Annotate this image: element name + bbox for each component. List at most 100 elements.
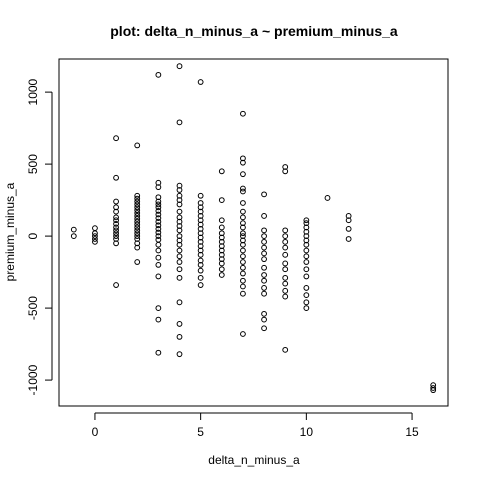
data-point xyxy=(240,200,246,206)
x-tick-label: 0 xyxy=(92,425,99,439)
data-point xyxy=(261,310,267,317)
data-point xyxy=(261,191,267,198)
data-point xyxy=(155,215,162,222)
data-point xyxy=(282,274,289,281)
data-point xyxy=(134,233,141,239)
data-point xyxy=(197,282,204,288)
data-point xyxy=(240,171,246,178)
data-point xyxy=(303,285,310,291)
data-point xyxy=(134,230,141,237)
data-point xyxy=(134,224,141,231)
data-point xyxy=(176,208,183,215)
data-point xyxy=(134,204,141,211)
data-point xyxy=(345,217,352,224)
data-point xyxy=(282,244,289,251)
data-point xyxy=(155,261,162,268)
data-point xyxy=(303,266,310,273)
data-point xyxy=(155,211,162,218)
data-point xyxy=(155,247,162,254)
y-tick-label: -1000 xyxy=(26,364,40,395)
y-tick-label: 1000 xyxy=(26,78,40,105)
data-point xyxy=(240,283,246,290)
data-point xyxy=(70,233,77,239)
data-point xyxy=(303,241,310,248)
data-point xyxy=(92,225,98,232)
data-point xyxy=(197,192,204,199)
data-point xyxy=(176,333,183,340)
data-point xyxy=(113,208,119,215)
x-axis: 0 5 10 15 xyxy=(92,412,419,439)
data-point xyxy=(282,251,289,258)
data-point xyxy=(197,251,204,258)
data-point xyxy=(303,217,310,224)
data-point xyxy=(218,224,225,231)
data-point xyxy=(240,230,246,237)
data-point xyxy=(134,221,141,228)
data-point xyxy=(134,192,141,199)
data-point xyxy=(303,253,310,260)
data-point xyxy=(134,195,141,202)
data-point xyxy=(261,233,267,239)
data-point xyxy=(282,280,289,287)
data-point xyxy=(176,247,183,254)
data-point xyxy=(261,316,267,323)
data-point xyxy=(261,285,267,291)
data-point xyxy=(176,63,183,70)
data-point xyxy=(430,387,437,394)
data-point xyxy=(240,259,246,265)
data-point xyxy=(70,226,77,233)
data-point xyxy=(155,254,162,261)
data-point xyxy=(261,325,267,332)
data-point xyxy=(113,135,119,142)
data-point xyxy=(240,247,246,254)
data-point xyxy=(176,227,183,234)
data-point xyxy=(261,244,267,251)
x-tick-label: 10 xyxy=(300,425,314,439)
data-point xyxy=(240,241,246,248)
data-point xyxy=(134,227,141,234)
data-point xyxy=(282,266,289,273)
data-point xyxy=(240,185,246,192)
data-point xyxy=(303,305,310,311)
data-point xyxy=(134,198,141,205)
data-point xyxy=(261,277,267,284)
data-point xyxy=(240,277,246,284)
data-point xyxy=(155,233,162,239)
data-point xyxy=(113,240,119,247)
data-point xyxy=(134,142,141,149)
data-point xyxy=(303,273,310,280)
data-point xyxy=(113,282,119,288)
data-point xyxy=(218,168,225,175)
data-point xyxy=(240,264,246,271)
data-point xyxy=(303,299,310,306)
plot-frame xyxy=(58,58,449,407)
data-point xyxy=(197,79,204,85)
data-point xyxy=(92,230,98,237)
y-tick-label: 500 xyxy=(26,154,40,174)
data-point xyxy=(155,184,162,191)
data-point xyxy=(113,224,119,231)
data-point xyxy=(240,214,246,221)
y-tick-label: 0 xyxy=(26,232,40,239)
data-point xyxy=(113,174,119,181)
data-point xyxy=(176,201,183,208)
data-point xyxy=(303,259,310,265)
data-point xyxy=(240,253,246,260)
data-point xyxy=(134,244,141,251)
data-point xyxy=(155,222,162,229)
data-point xyxy=(282,238,289,245)
data-point xyxy=(303,292,310,299)
data-point xyxy=(176,274,183,281)
data-point xyxy=(261,250,267,257)
data-point xyxy=(197,267,204,274)
y-axis: -1000 -500 0 500 1000 xyxy=(26,78,53,395)
data-point xyxy=(155,201,162,208)
data-point xyxy=(324,195,331,201)
data-point xyxy=(282,293,289,300)
data-point xyxy=(261,272,267,278)
data-point xyxy=(134,210,141,216)
data-point xyxy=(155,208,162,214)
data-point xyxy=(176,259,183,265)
data-point xyxy=(155,218,162,225)
